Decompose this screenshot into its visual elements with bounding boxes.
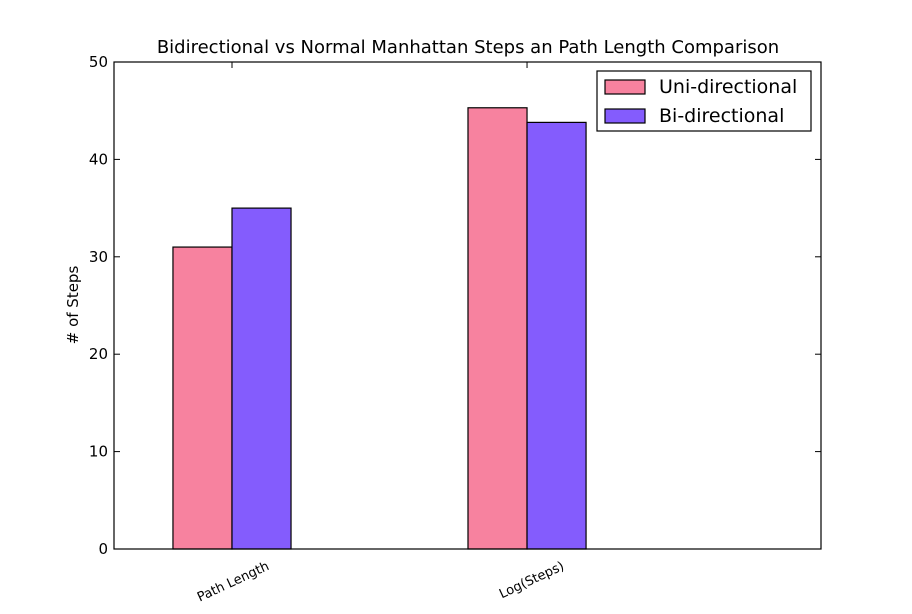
y-axis-label: # of Steps (64, 266, 82, 345)
legend: Uni-directional Bi-directional (596, 70, 812, 132)
legend-label: Bi-directional (659, 105, 784, 127)
y-tick-label: 50 (89, 53, 108, 71)
plot-frame (113, 61, 822, 550)
y-tick-label: 10 (89, 443, 108, 461)
legend-swatch (604, 108, 646, 124)
legend-label: Uni-directional (659, 76, 797, 98)
chart-marks (172, 107, 587, 550)
chart-title: Bidirectional vs Normal Manhattan Steps … (157, 37, 779, 58)
bar-bi-directional-0 (231, 207, 292, 550)
x-tick-label: Path Length (195, 559, 272, 605)
bar-uni-directional-1 (467, 107, 528, 550)
y-tick-label: 0 (98, 540, 108, 558)
x-tick-label: Log(Steps) (497, 559, 567, 602)
y-tick-label: 40 (89, 150, 108, 168)
legend-swatch (604, 79, 646, 95)
bar-uni-directional-0 (172, 246, 233, 550)
y-tick-label: 20 (89, 345, 108, 363)
y-tick-label: 30 (89, 248, 108, 266)
bar-bi-directional-1 (526, 121, 587, 550)
